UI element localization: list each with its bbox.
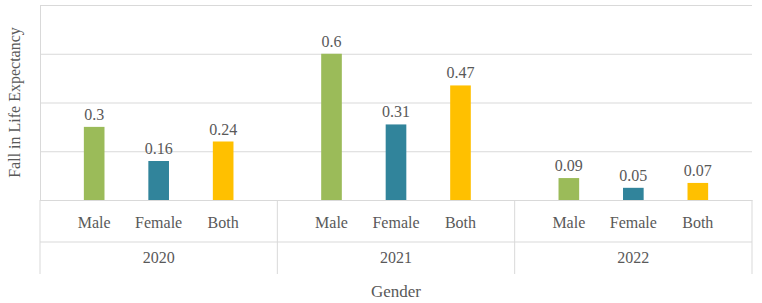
group-separator	[277, 200, 278, 274]
bar	[688, 183, 709, 200]
data-label: 0.05	[619, 167, 647, 184]
sub-category-label: Male	[315, 214, 348, 231]
y-tick	[40, 5, 752, 6]
x-tick-label: 2022	[617, 249, 649, 266]
data-label: 0.3	[84, 106, 104, 123]
sub-category-label: Female	[135, 214, 182, 231]
x-tick-label: 2020	[143, 249, 175, 266]
y-tick	[40, 54, 752, 55]
data-label: 0.24	[209, 121, 237, 138]
bar	[450, 85, 471, 200]
data-label: 0.6	[322, 33, 342, 50]
y-axis-line	[41, 6, 753, 201]
data-labels: 0.3 0.6 0.09 0.16 0.31 0.05 0.24 0.47 0.07	[84, 33, 712, 184]
y-axis-title: Fall in Life Expectancy	[6, 27, 24, 178]
bar	[559, 178, 580, 200]
x-tick: 2020	[143, 200, 175, 266]
sub-category-label: Both	[682, 214, 713, 231]
x-tick: 2022	[617, 200, 649, 266]
sub-category-label: Both	[445, 214, 476, 231]
chart: 0.30.60.090.160.310.050.240.470.07202020…	[0, 0, 762, 303]
grid-line	[40, 200, 752, 201]
x-tick-label: 2021	[380, 249, 412, 266]
bars	[84, 54, 708, 200]
data-label: 0.47	[446, 64, 474, 81]
grid-line	[40, 54, 752, 55]
bar	[321, 54, 342, 200]
y-axis	[40, 6, 752, 201]
sub-category-label: Male	[552, 214, 585, 231]
x-axis-title: Gender	[371, 282, 421, 301]
x-tick: 2021	[380, 200, 412, 266]
x-axis: 2020 2021 2022	[41, 200, 753, 266]
data-label: 0.16	[145, 140, 173, 157]
group-separator	[752, 200, 753, 274]
sub-category-label: Male	[78, 214, 111, 231]
data-label: 0.31	[382, 103, 410, 120]
group-separators	[40, 200, 752, 274]
y-tick	[40, 200, 752, 201]
group-separator	[40, 200, 41, 274]
bar	[213, 142, 234, 201]
bar	[623, 188, 644, 200]
bar	[148, 161, 169, 200]
x-axis-line	[41, 200, 753, 201]
group-separator	[514, 200, 515, 274]
bar	[386, 124, 407, 200]
grid-line	[40, 5, 752, 6]
sub-category-label: Both	[208, 214, 239, 231]
bar	[84, 127, 105, 200]
sub-labels: Male Male Male Female Female Female Both Both Bo…	[78, 214, 714, 231]
sub-category-label: Female	[372, 214, 419, 231]
data-label: 0.07	[684, 162, 712, 179]
sub-category-label: Female	[610, 214, 657, 231]
plot: 0.30.60.090.160.310.050.240.470.07202020…	[40, 6, 753, 275]
data-label: 0.09	[555, 157, 583, 174]
level-separator	[40, 242, 752, 243]
